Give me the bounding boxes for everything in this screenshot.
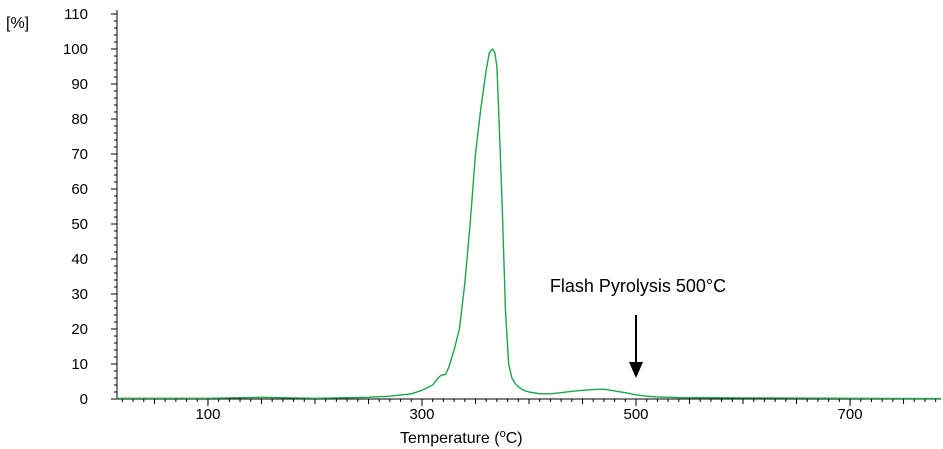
y-tick-label: 110 (64, 6, 88, 23)
x-tick-label: 100 (195, 406, 220, 423)
x-tick-label: 300 (409, 406, 434, 423)
y-tick-label: 80 (71, 111, 88, 128)
x-tick-label: 500 (623, 406, 648, 423)
y-tick-label: 50 (71, 216, 88, 233)
y-axis-label: [%] (6, 15, 29, 32)
y-tick-label: 0 (80, 391, 88, 408)
series-group (117, 48, 942, 400)
y-tick-label: 60 (71, 181, 88, 198)
x-axis-label: Temperature (oC) (400, 428, 523, 447)
annotation-text: Flash Pyrolysis 500°C (550, 276, 726, 296)
x-axis-label-end: C) (506, 430, 523, 447)
y-tick-label: 40 (71, 251, 88, 268)
annotation-arrow-head (629, 362, 644, 378)
y-tick-label: 10 (71, 356, 88, 373)
x-axis: 100 300 500 700 (117, 398, 941, 423)
y-tick-label: 100 (63, 41, 88, 58)
series-line-1 (117, 48, 942, 400)
y-axis: 0 10 20 30 40 50 60 70 80 90 100 110 (63, 6, 118, 408)
x-axis-label-main: Temperature ( (400, 430, 500, 447)
y-tick-label: 90 (71, 76, 88, 93)
y-tick-label: 30 (71, 286, 88, 303)
y-tick-label: 20 (71, 321, 88, 338)
y-tick-label: 70 (71, 146, 88, 163)
x-tick-label: 700 (838, 406, 863, 423)
x-axis-label-superscript: o (500, 428, 506, 440)
annotation: Flash Pyrolysis 500°C (550, 276, 726, 378)
